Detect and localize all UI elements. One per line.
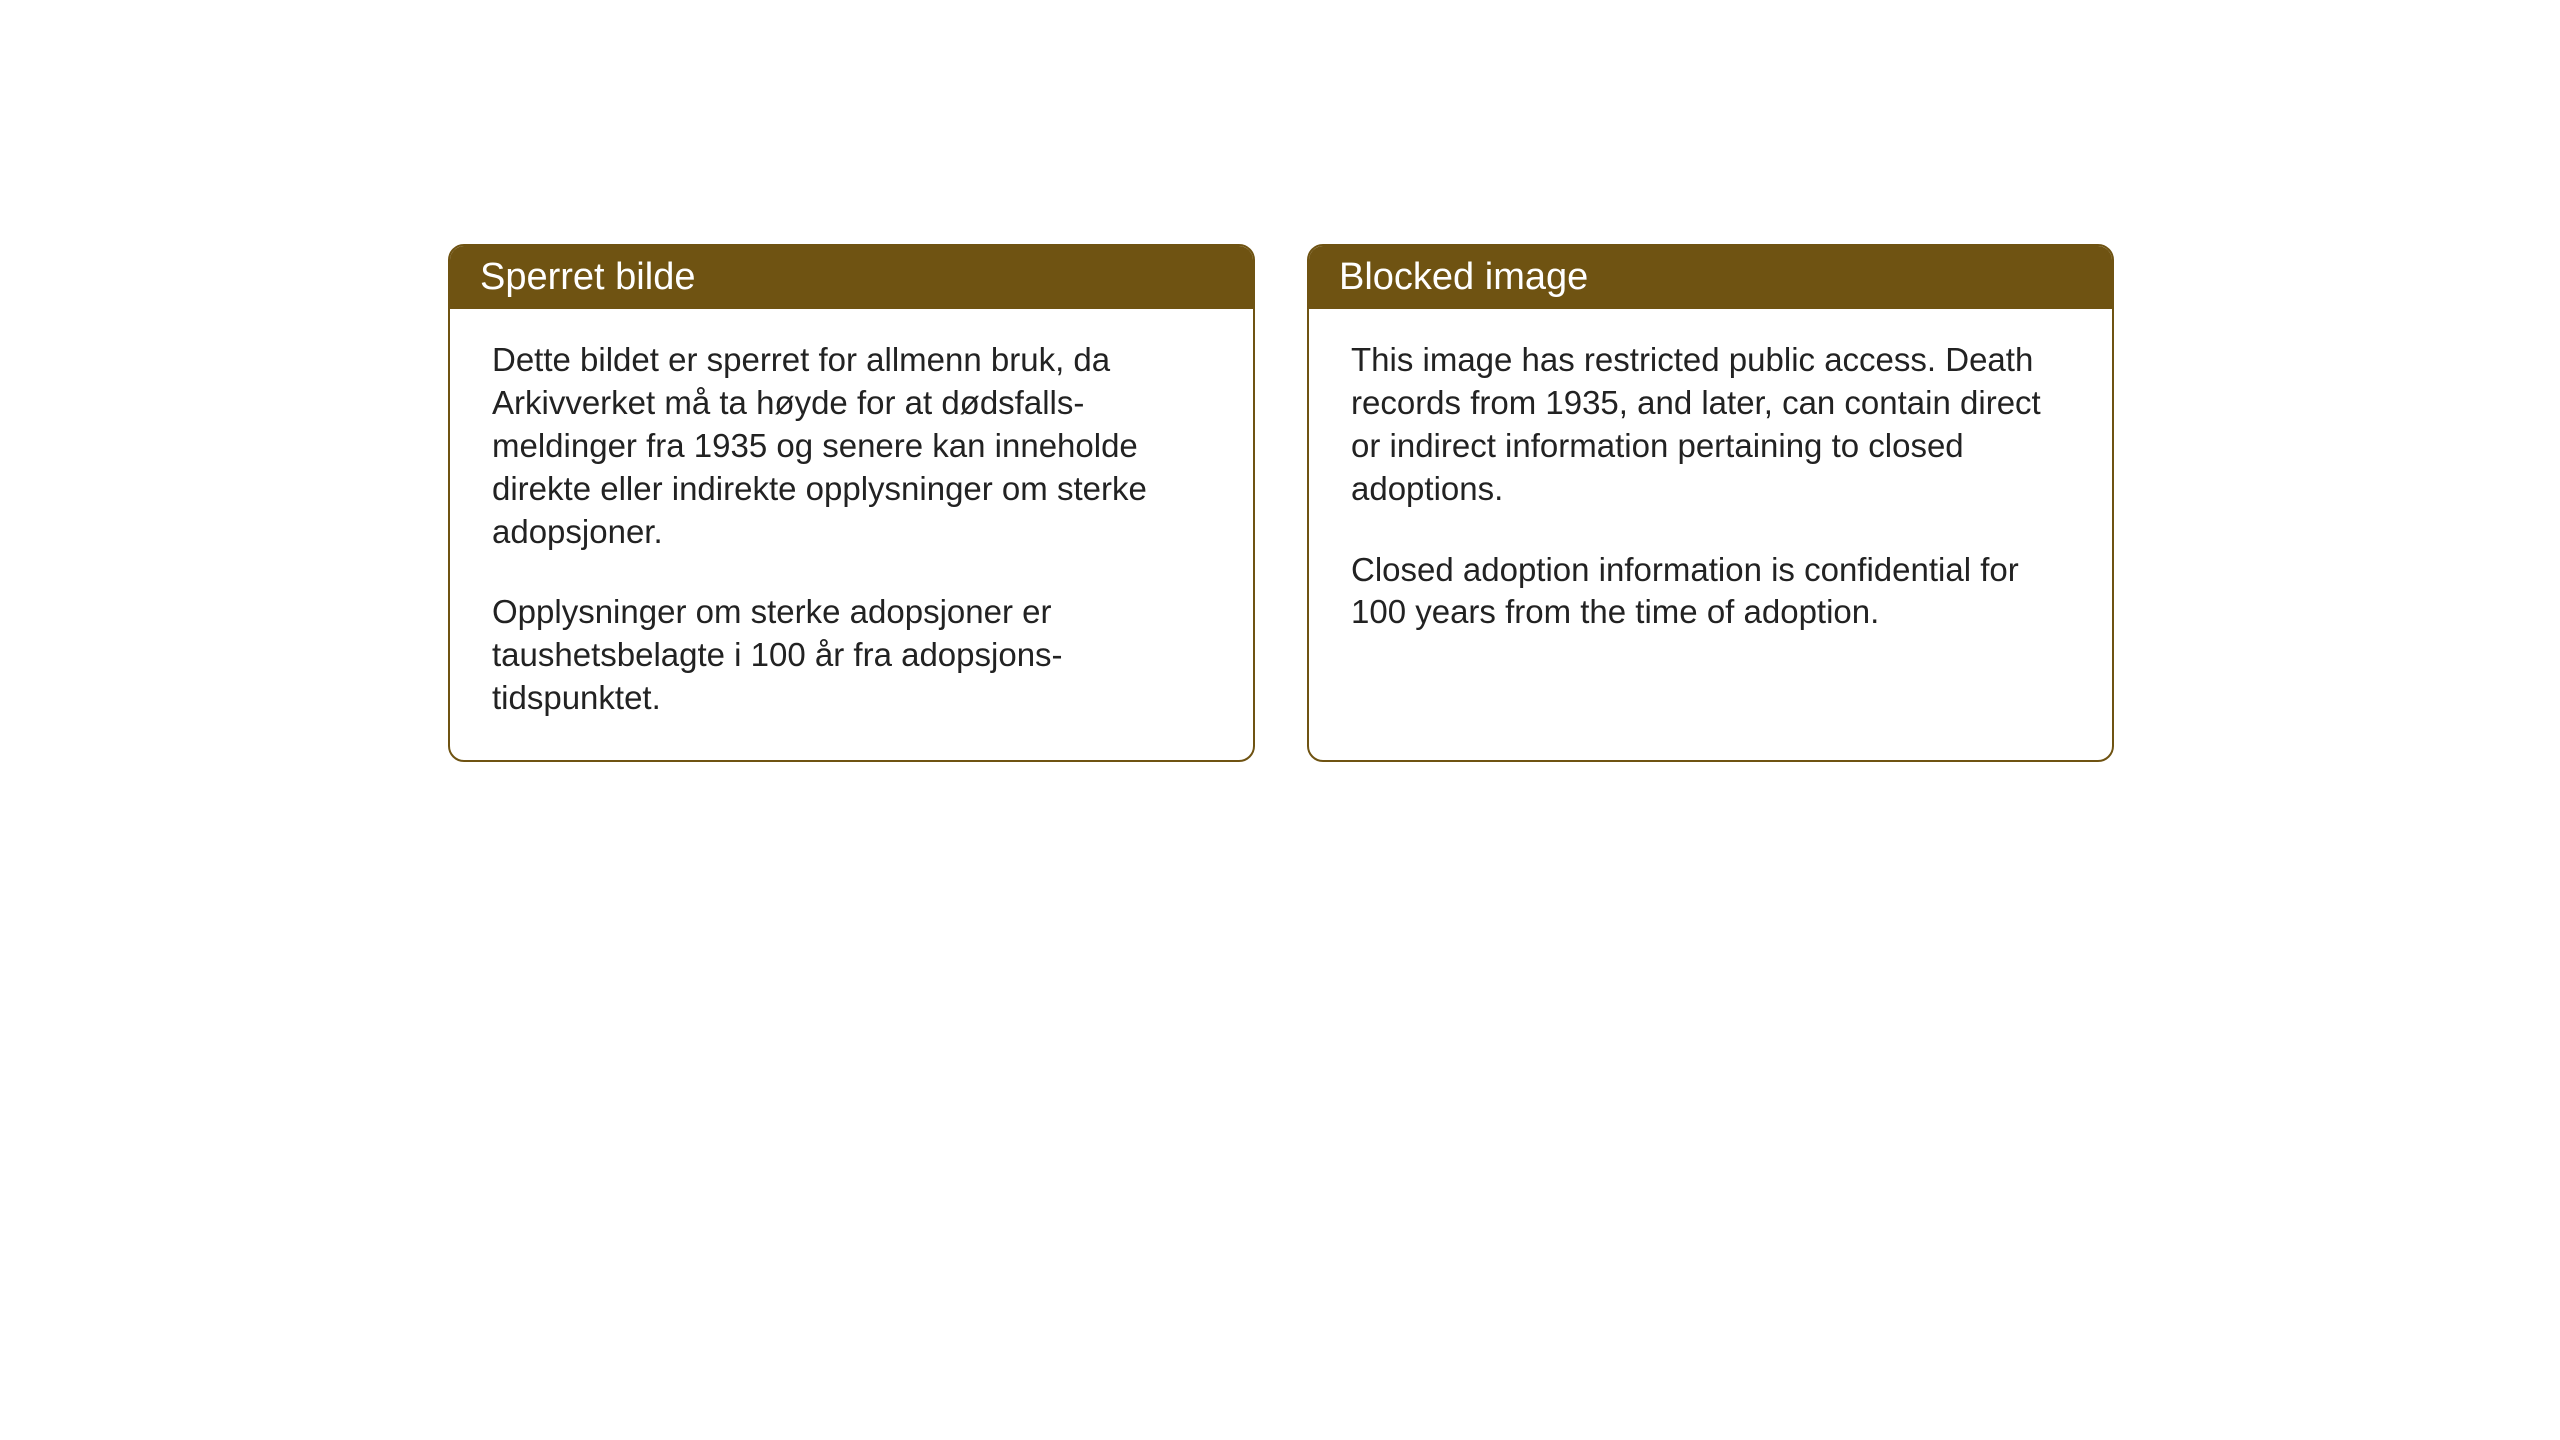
norwegian-card-body: Dette bildet er sperret for allmenn bruk…	[450, 309, 1253, 760]
norwegian-paragraph-2: Opplysninger om sterke adopsjoner er tau…	[492, 591, 1211, 720]
cards-container: Sperret bilde Dette bildet er sperret fo…	[448, 244, 2114, 762]
norwegian-paragraph-1: Dette bildet er sperret for allmenn bruk…	[492, 339, 1211, 553]
english-paragraph-1: This image has restricted public access.…	[1351, 339, 2070, 511]
english-card-title: Blocked image	[1309, 246, 2112, 309]
english-card: Blocked image This image has restricted …	[1307, 244, 2114, 762]
english-paragraph-2: Closed adoption information is confident…	[1351, 549, 2070, 635]
norwegian-card-title: Sperret bilde	[450, 246, 1253, 309]
english-card-body: This image has restricted public access.…	[1309, 309, 2112, 744]
norwegian-card: Sperret bilde Dette bildet er sperret fo…	[448, 244, 1255, 762]
